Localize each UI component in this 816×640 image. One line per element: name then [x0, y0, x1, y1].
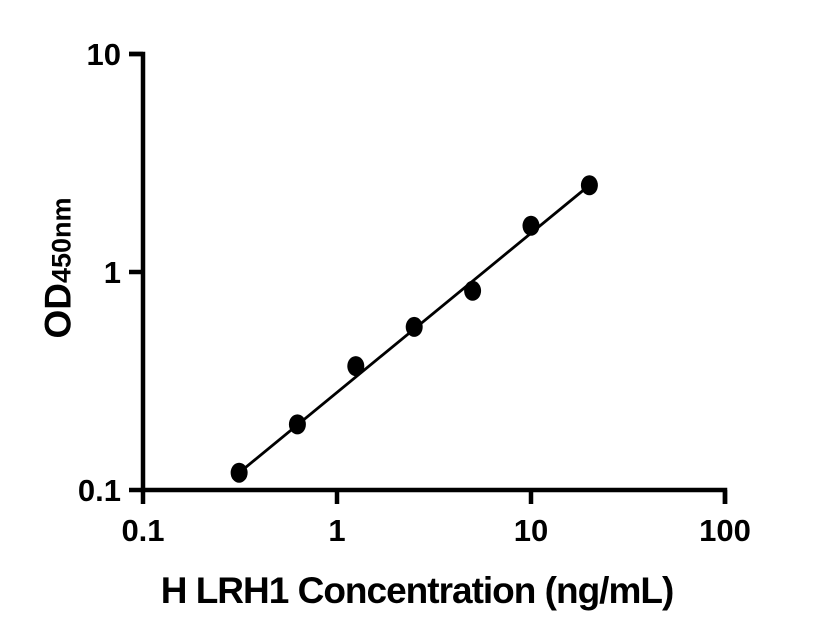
y-axis-title-main: OD	[37, 283, 79, 339]
data-point-marker	[580, 175, 598, 196]
x-axis-tick-label: 10	[514, 513, 548, 548]
data-point-marker	[464, 280, 482, 301]
x-axis-tick-label: 1	[328, 513, 345, 548]
y-axis-tick-label: 10	[87, 37, 121, 72]
x-axis-tick-label: 100	[699, 513, 751, 548]
x-axis-title: H LRH1 Concentration (ng/mL)	[160, 570, 675, 611]
data-point-marker	[405, 316, 423, 337]
x-axis-tick-label: 0.1	[121, 513, 164, 548]
data-point-marker	[288, 414, 306, 435]
y-axis-title: OD450nm	[37, 197, 79, 339]
data-point-marker	[347, 356, 365, 377]
data-point-marker	[522, 215, 540, 236]
y-axis-tick-label: 0.1	[78, 473, 121, 508]
y-axis-tick-label: 1	[104, 255, 121, 290]
y-axis-title-subscript: 450nm	[46, 197, 77, 284]
axis-frame	[129, 51, 728, 504]
data-point-marker	[230, 462, 248, 483]
